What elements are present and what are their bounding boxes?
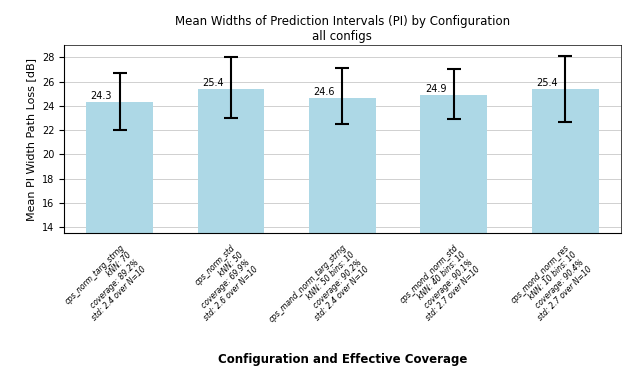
Text: 25.4: 25.4 — [202, 77, 224, 88]
Text: 24.6: 24.6 — [314, 87, 335, 97]
Y-axis label: Mean PI Width Path Loss [dB]: Mean PI Width Path Loss [dB] — [26, 58, 36, 221]
Bar — [86, 102, 153, 376]
Bar — [532, 89, 598, 376]
Bar — [198, 89, 264, 376]
Text: 25.4: 25.4 — [536, 77, 558, 88]
X-axis label: Configuration and Effective Coverage: Configuration and Effective Coverage — [218, 353, 467, 366]
Text: 24.3: 24.3 — [91, 91, 112, 101]
Bar — [420, 95, 487, 376]
Bar — [309, 99, 376, 376]
Text: 24.9: 24.9 — [425, 83, 446, 94]
Title: Mean Widths of Prediction Intervals (PI) by Configuration
all configs: Mean Widths of Prediction Intervals (PI)… — [175, 15, 510, 42]
